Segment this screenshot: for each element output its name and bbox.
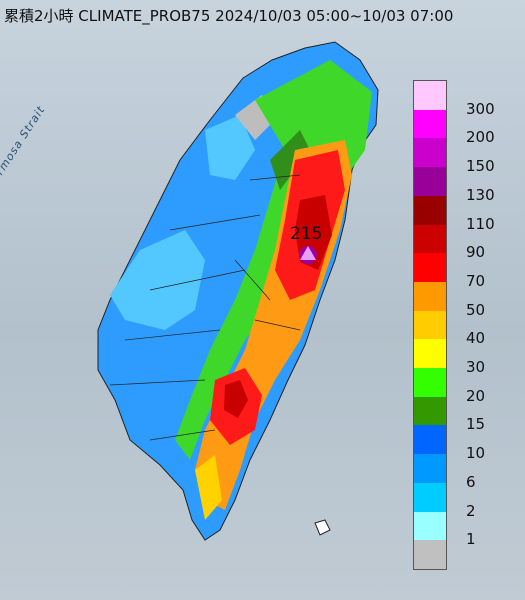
legend-tick-label: 130 xyxy=(466,185,495,204)
legend-tick-label: 6 xyxy=(466,472,476,491)
legend-tick-label: 50 xyxy=(466,300,486,319)
legend-tick-label: 90 xyxy=(466,243,486,262)
legend-swatch xyxy=(414,482,446,513)
legend-swatch xyxy=(414,396,446,426)
color-legend xyxy=(413,80,447,570)
legend-tick-label: 110 xyxy=(466,214,495,233)
legend-swatch xyxy=(414,138,446,168)
legend-tick-label: 2 xyxy=(466,501,476,520)
max-rainfall-label: 215 xyxy=(290,224,323,244)
legend-swatch xyxy=(414,540,446,570)
legend-tick-label: 200 xyxy=(466,128,495,147)
max-location-marker xyxy=(300,246,316,260)
legend-swatch xyxy=(414,425,446,455)
legend-swatch xyxy=(414,167,446,197)
county-lines xyxy=(109,174,301,441)
legend-tick-label: 20 xyxy=(466,386,486,405)
legend-swatch xyxy=(414,253,446,283)
legend-tick-label: 15 xyxy=(466,415,486,434)
zone-light-blue xyxy=(110,230,205,330)
legend-swatch xyxy=(414,368,446,398)
legend-tick-label: 30 xyxy=(466,358,486,377)
legend-tick-label: 10 xyxy=(466,444,486,463)
legend-swatch xyxy=(414,281,446,312)
zone-deep-red-south xyxy=(224,380,248,418)
legend-swatch xyxy=(414,310,446,340)
zone-light-blue-2 xyxy=(205,115,255,180)
legend-swatch xyxy=(414,109,446,139)
legend-swatch xyxy=(414,81,446,111)
legend-tick-label: 40 xyxy=(466,329,486,348)
legend-swatch xyxy=(414,454,446,484)
zone-dark-green xyxy=(270,130,310,190)
orchid-island xyxy=(314,519,331,536)
legend-tick-label: 300 xyxy=(466,99,495,118)
legend-tick-label: 70 xyxy=(466,271,486,290)
map-title: 累積2小時 CLIMATE_PROB75 2024/10/03 05:00~10… xyxy=(4,7,454,25)
zone-yellow xyxy=(195,455,222,520)
legend-swatch xyxy=(414,224,446,254)
legend-swatch xyxy=(414,195,446,226)
legend-tick-label: 1 xyxy=(466,530,476,549)
legend-swatch xyxy=(414,511,446,541)
legend-tick-label: 150 xyxy=(466,157,495,176)
legend-swatch xyxy=(414,339,446,369)
